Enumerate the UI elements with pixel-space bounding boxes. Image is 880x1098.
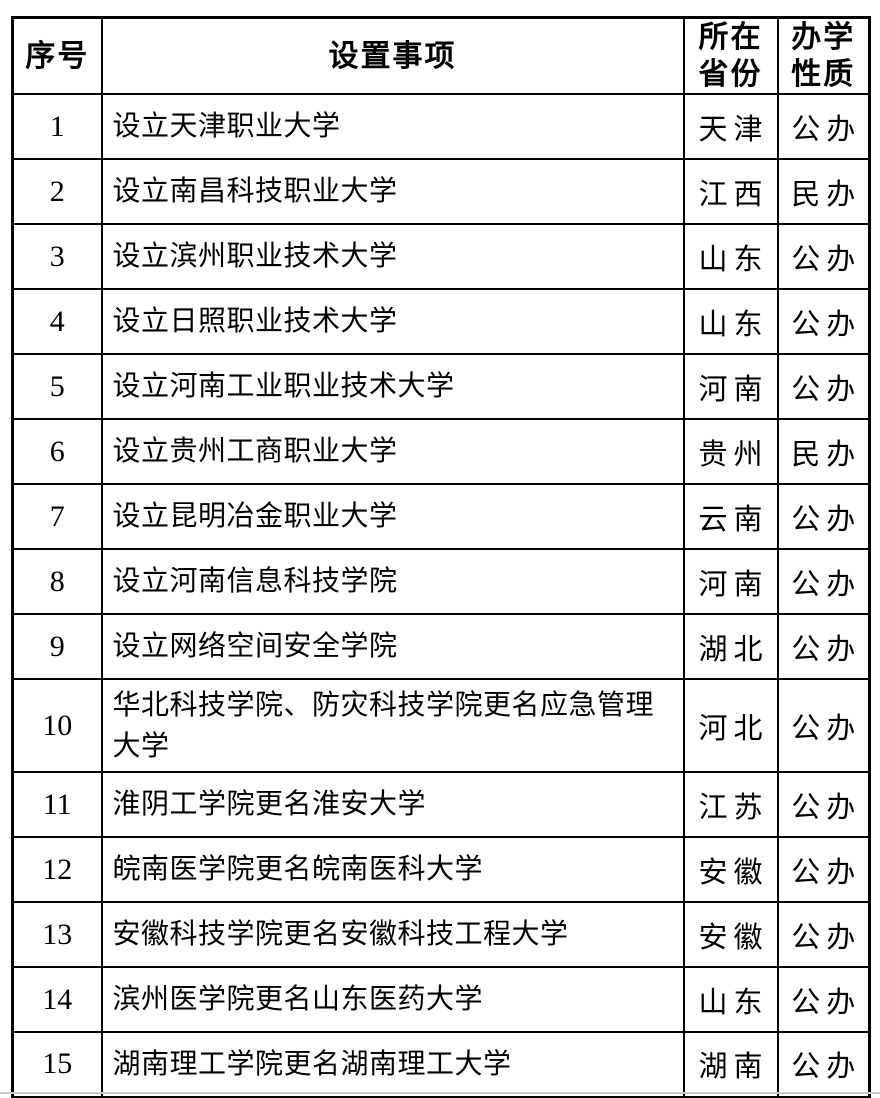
nature-cell: 公办: [776, 678, 871, 773]
table-row: 15 湖南理工学院更名湖南理工大学 湖南 公办: [11, 1031, 871, 1098]
table-row: 14 滨州医学院更名山东医药大学 山东 公办: [11, 966, 871, 1033]
nature-cell: 公办: [776, 93, 871, 160]
province-cell: 云南: [682, 483, 779, 550]
setup-item-cell: 设立滨州职业技术大学: [100, 223, 685, 290]
table-row: 2 设立南昌科技职业大学 江西 民办: [11, 158, 871, 225]
province-cell: 安徽: [682, 836, 779, 903]
nature-cell: 公办: [776, 1031, 871, 1098]
province-cell: 安徽: [682, 901, 779, 968]
header-province: 所在省份: [682, 16, 779, 95]
page-edge-line: [0, 1092, 880, 1094]
province-cell: 天津: [682, 93, 779, 160]
province-cell: 江苏: [682, 771, 779, 838]
table-header: 序号 设置事项 所在省份 办学性质: [11, 16, 871, 95]
nature-cell: 公办: [776, 613, 871, 680]
province-cell: 河北: [682, 678, 779, 773]
table-row: 10 华北科技学院、防灾科技学院更名应急管理大学 河北 公办: [11, 678, 871, 773]
nature-cell: 民办: [776, 418, 871, 485]
nature-cell: 公办: [776, 771, 871, 838]
setup-item-cell: 皖南医学院更名皖南医科大学: [100, 836, 685, 903]
province-cell: 湖北: [682, 613, 779, 680]
setup-item-cell: 设立南昌科技职业大学: [100, 158, 685, 225]
row-number-cell: 4: [11, 288, 103, 355]
table-row: 7 设立昆明冶金职业大学 云南 公办: [11, 483, 871, 550]
row-number-cell: 5: [11, 353, 103, 420]
row-number-cell: 3: [11, 223, 103, 290]
province-cell: 贵州: [682, 418, 779, 485]
table-row: 3 设立滨州职业技术大学 山东 公办: [11, 223, 871, 290]
setup-item-cell: 安徽科技学院更名安徽科技工程大学: [100, 901, 685, 968]
table-row: 1 设立天津职业大学 天津 公办: [11, 93, 871, 160]
setup-item-cell: 设立贵州工商职业大学: [100, 418, 685, 485]
table-row: 6 设立贵州工商职业大学 贵州 民办: [11, 418, 871, 485]
setup-item-cell: 湖南理工学院更名湖南理工大学: [100, 1031, 685, 1098]
nature-cell: 公办: [776, 483, 871, 550]
row-number-cell: 13: [11, 901, 103, 968]
row-number-cell: 1: [11, 93, 103, 160]
setup-item-cell: 设立网络空间安全学院: [100, 613, 685, 680]
row-number-cell: 6: [11, 418, 103, 485]
province-cell: 山东: [682, 966, 779, 1033]
nature-cell: 公办: [776, 353, 871, 420]
row-number-cell: 9: [11, 613, 103, 680]
nature-cell: 公办: [776, 223, 871, 290]
setup-item-cell: 滨州医学院更名山东医药大学: [100, 966, 685, 1033]
table-row: 12 皖南医学院更名皖南医科大学 安徽 公办: [11, 836, 871, 903]
nature-cell: 公办: [776, 548, 871, 615]
table-row: 13 安徽科技学院更名安徽科技工程大学 安徽 公办: [11, 901, 871, 968]
row-number-cell: 7: [11, 483, 103, 550]
header-item: 设置事项: [100, 16, 685, 95]
row-number-cell: 15: [11, 1031, 103, 1098]
university-setup-table: 序号 设置事项 所在省份 办学性质 1 设立天津职业大学 天津 公办 2 设立南…: [11, 16, 871, 1098]
setup-item-cell: 华北科技学院、防灾科技学院更名应急管理大学: [100, 678, 685, 773]
table-row: 4 设立日照职业技术大学 山东 公办: [11, 288, 871, 355]
setup-item-cell: 淮阴工学院更名淮安大学: [100, 771, 685, 838]
row-number-cell: 2: [11, 158, 103, 225]
table-row: 5 设立河南工业职业技术大学 河南 公办: [11, 353, 871, 420]
nature-cell: 公办: [776, 288, 871, 355]
header-nature: 办学性质: [776, 16, 871, 95]
table-body: 1 设立天津职业大学 天津 公办 2 设立南昌科技职业大学 江西 民办 3 设立…: [11, 93, 871, 1098]
nature-cell: 公办: [776, 901, 871, 968]
nature-cell: 公办: [776, 836, 871, 903]
setup-item-cell: 设立昆明冶金职业大学: [100, 483, 685, 550]
table-row: 11 淮阴工学院更名淮安大学 江苏 公办: [11, 771, 871, 838]
table-header-row: 序号 设置事项 所在省份 办学性质: [11, 16, 871, 95]
row-number-cell: 11: [11, 771, 103, 838]
row-number-cell: 8: [11, 548, 103, 615]
province-cell: 河南: [682, 548, 779, 615]
setup-item-cell: 设立天津职业大学: [100, 93, 685, 160]
province-cell: 湖南: [682, 1031, 779, 1098]
row-number-cell: 10: [11, 678, 103, 773]
province-cell: 江西: [682, 158, 779, 225]
setup-item-cell: 设立河南工业职业技术大学: [100, 353, 685, 420]
nature-cell: 公办: [776, 966, 871, 1033]
table-row: 9 设立网络空间安全学院 湖北 公办: [11, 613, 871, 680]
setup-item-cell: 设立日照职业技术大学: [100, 288, 685, 355]
setup-item-cell: 设立河南信息科技学院: [100, 548, 685, 615]
nature-cell: 民办: [776, 158, 871, 225]
header-index: 序号: [11, 16, 103, 95]
province-cell: 山东: [682, 288, 779, 355]
row-number-cell: 14: [11, 966, 103, 1033]
province-cell: 山东: [682, 223, 779, 290]
table-row: 8 设立河南信息科技学院 河南 公办: [11, 548, 871, 615]
row-number-cell: 12: [11, 836, 103, 903]
province-cell: 河南: [682, 353, 779, 420]
